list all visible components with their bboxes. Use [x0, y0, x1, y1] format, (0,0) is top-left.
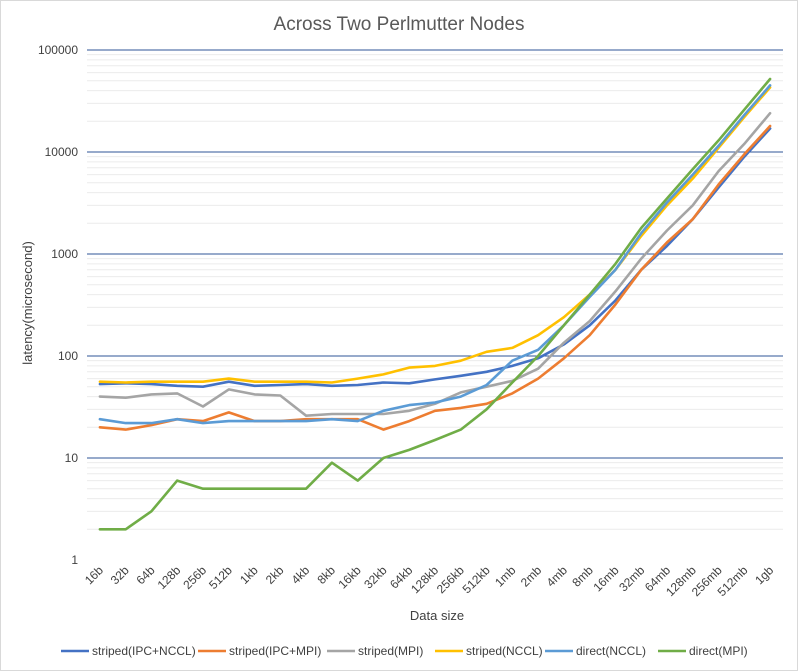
x-tick-label: 16b	[82, 563, 106, 587]
x-tick-label: 256kb	[434, 563, 467, 596]
x-tick-label: 32kb	[361, 563, 390, 592]
x-tick-label: 512mb	[715, 563, 751, 599]
legend-label: striped(IPC+MPI)	[229, 644, 321, 658]
major-gridlines	[87, 49, 783, 459]
series-line	[98, 127, 772, 389]
x-tick-label: 256b	[180, 563, 209, 592]
x-tick-label: 16mb	[590, 563, 621, 594]
x-tick-label: 32mb	[616, 563, 647, 594]
y-tick-label: 10	[65, 451, 79, 465]
y-axis-title: latency(microsecond)	[20, 241, 35, 365]
x-tick-label: 128b	[155, 563, 184, 592]
x-tick-label: 2kb	[263, 563, 287, 587]
y-tick-label: 1	[71, 553, 78, 567]
legend: striped(IPC+NCCL) striped(IPC+MPI) striped…	[61, 644, 748, 658]
legend-label: striped(NCCL)	[466, 644, 543, 658]
series-line	[98, 84, 772, 425]
legend-label: direct(NCCL)	[576, 644, 646, 658]
x-tick-label: 128kb	[408, 563, 441, 596]
x-tick-label: 16kb	[335, 563, 364, 592]
series-lines	[98, 77, 772, 531]
x-tick-label: 1mb	[492, 563, 519, 590]
x-tick-label: 2mb	[518, 563, 545, 590]
x-tick-label: 4kb	[289, 563, 313, 587]
legend-label: striped(IPC+NCCL)	[92, 644, 196, 658]
series-line	[98, 111, 772, 418]
x-tick-label: 1gb	[752, 563, 776, 587]
x-tick-label: 1kb	[237, 563, 261, 587]
x-tick-label: 512b	[206, 563, 235, 592]
x-tick-label: 8kb	[314, 563, 338, 587]
x-axis-title: Data size	[410, 608, 464, 623]
series-line	[98, 77, 772, 531]
series-line	[98, 124, 772, 431]
x-tick-label: 64b	[134, 563, 158, 587]
legend-label: striped(MPI)	[358, 644, 423, 658]
y-tick-label: 10000	[45, 145, 79, 159]
x-tick-label: 512kb	[460, 563, 493, 596]
series-line	[98, 86, 772, 384]
y-axis-ticks: 1 10 100 1000 10000 100000	[38, 43, 78, 567]
y-tick-label: 100000	[38, 43, 78, 57]
legend-label: direct(MPI)	[689, 644, 748, 658]
chart-title: Across Two Perlmutter Nodes	[274, 14, 525, 35]
x-tick-label: 4mb	[544, 563, 571, 590]
y-tick-label: 1000	[51, 247, 78, 261]
y-tick-label: 100	[58, 349, 78, 363]
x-tick-label: 32b	[108, 563, 132, 587]
